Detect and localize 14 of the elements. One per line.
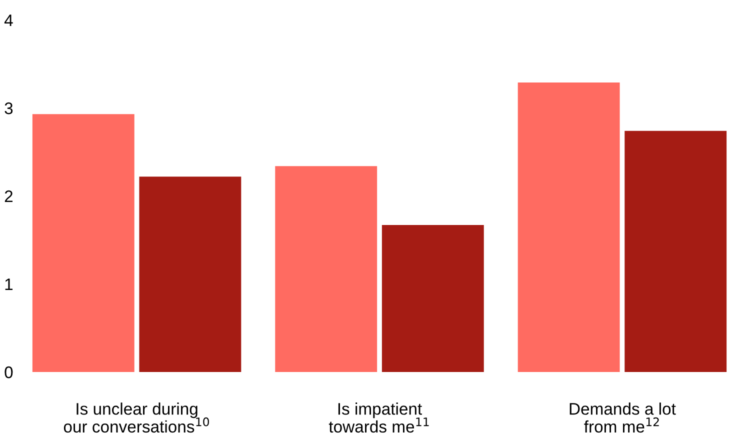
y-tick-label: 4: [4, 14, 13, 26]
y-tick-label: 2: [4, 190, 12, 202]
bar: [518, 82, 620, 372]
bar: [32, 114, 134, 372]
y-tick-label: 3: [4, 102, 13, 114]
bar: [275, 166, 378, 372]
bar: [139, 176, 242, 372]
x-tick-label: Is impatient towards me$^{11}$: [328, 402, 429, 433]
x-tick-label: Demands a lot from me$^{12}$: [570, 402, 676, 433]
bar: [624, 130, 727, 372]
bar: [382, 225, 484, 372]
x-tick-label: Is unclear during our conversations$^{10}$: [64, 402, 209, 433]
y-tick-label: 1: [5, 278, 13, 290]
y-tick-label: 0: [4, 366, 13, 378]
